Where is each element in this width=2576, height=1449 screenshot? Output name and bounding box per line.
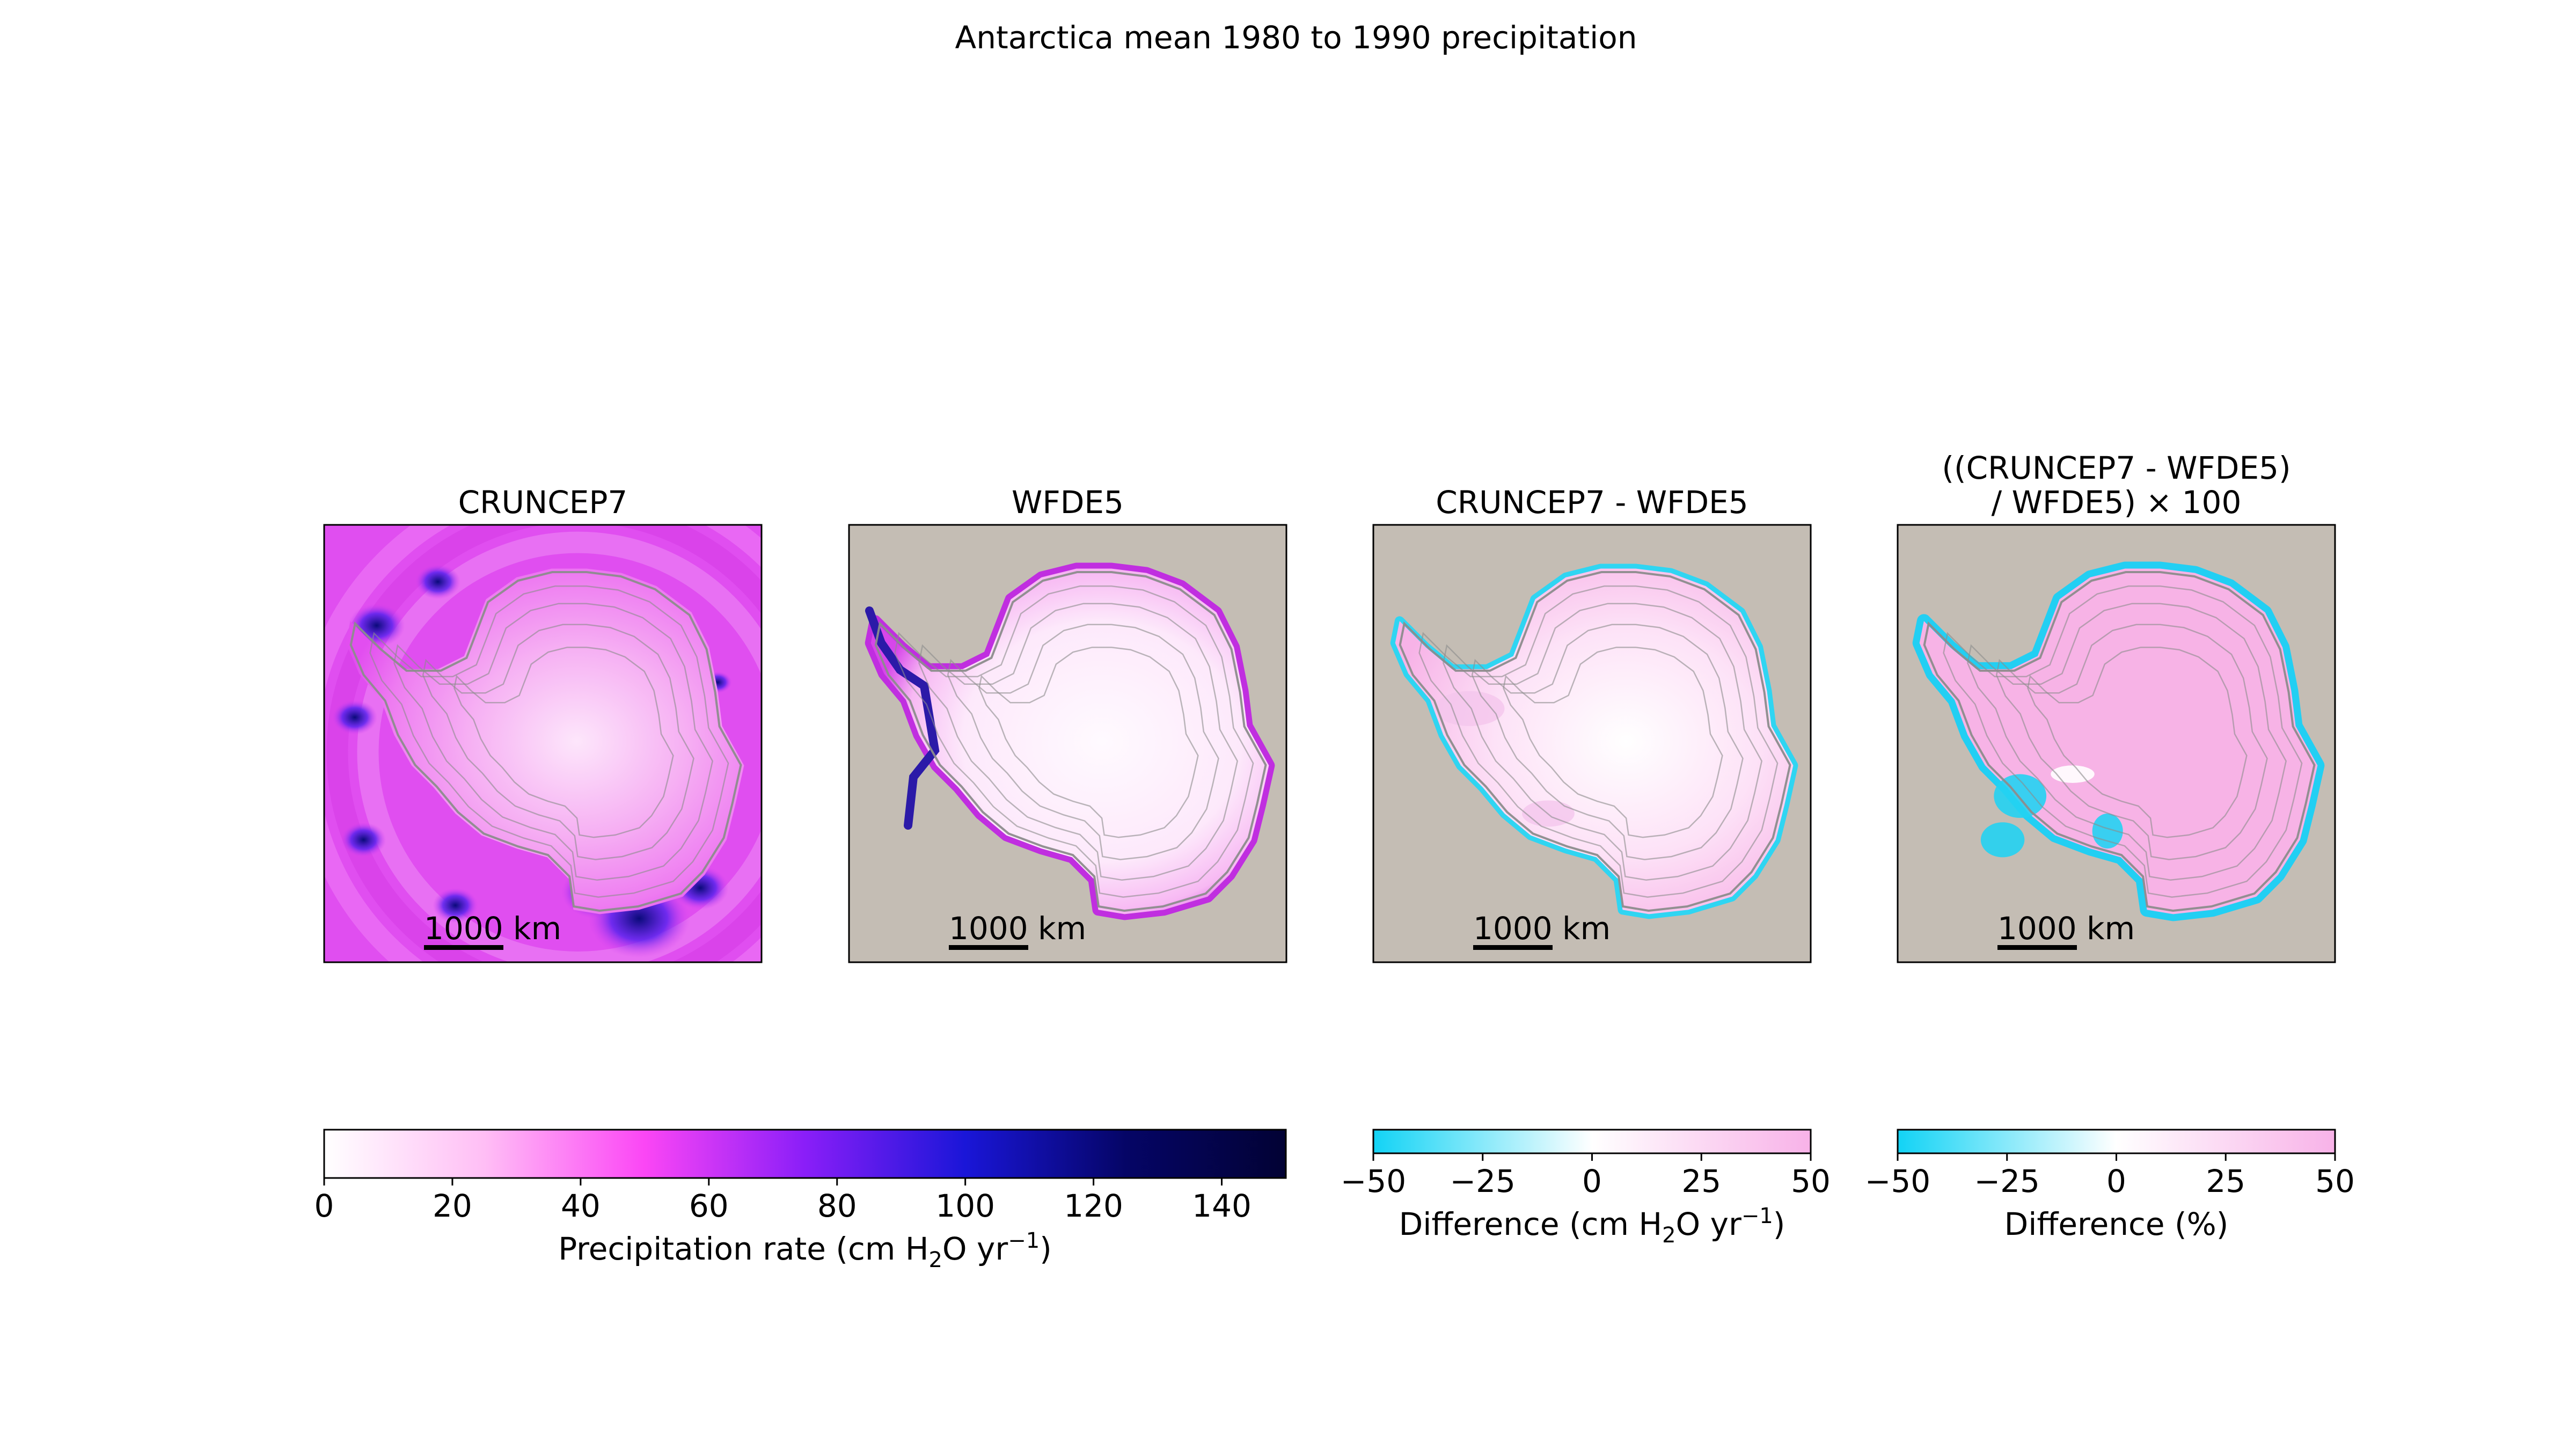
negative-difference-patch [2092,813,2123,849]
map-panel-percent_difference: ((CRUNCEP7 - WFDE5)/ WFDE5) × 100 1000 km [1897,450,2336,963]
colorbar-tick-label: 140 [1192,1188,1252,1224]
scale-bar [424,945,503,950]
elevation-contour [894,585,1254,898]
elevation-contour [874,571,1267,912]
panel-frame [1372,524,1812,963]
elevation-contour [2027,646,2248,838]
colorbar-tick-label: 0 [314,1188,334,1224]
scale-bar-label: 1000 km [1473,910,1611,947]
precip-maximum [433,888,478,923]
elevation-contour [1995,624,2268,860]
colorbar-tick-label: 20 [433,1188,472,1224]
colorbar-tick-label: 80 [817,1188,857,1224]
elevation-contour [918,603,1239,881]
colorbar-gradient [1897,1129,2336,1154]
colorbar-diff_pct: −50 −25 0 25 50 Difference (%) [1865,1129,2355,1242]
colorbar-label: Difference (cm H2O yr−1) [1399,1204,1785,1248]
precip-maximum [340,822,386,858]
elevation-contour [453,646,674,838]
colorbar-tick-label: −50 [1341,1163,1406,1199]
elevation-contour [422,624,694,860]
colorbar-tick-label: 50 [2315,1163,2355,1199]
panel-title: CRUNCEP7 [458,484,628,521]
antarctica-field [1919,568,2318,914]
scale-bar-label: 1000 km [949,910,1086,947]
elevation-contour [1399,571,1791,912]
elevation-contour [1443,603,1763,881]
panel-title: CRUNCEP7 - WFDE5 [1436,484,1748,521]
elevation-contour [1943,585,2303,898]
panel-frame [1897,524,2336,963]
colorbar-precip: 0 20 40 60 80 100 120 140 Precipitation rate (cm… [314,1129,1287,1272]
elevation-contour [1967,603,2287,881]
peninsula-high-precip [865,606,940,830]
negative-difference-patch [1980,822,2025,858]
panel-title: / WFDE5) × 100 [1992,484,2242,521]
precip-maximum [415,564,461,599]
scale-bar [1473,945,1553,950]
precip-ring [326,525,762,962]
antarctica-field [870,568,1269,914]
elevation-contour [393,603,714,881]
colorbar-tick-label: −25 [1974,1163,2040,1199]
elevation-contour [1503,646,1723,838]
colorbar-gradient [1372,1129,1812,1154]
antarctica-field [1395,568,1794,914]
negative-difference-patch [1994,774,2047,818]
colorbar-tick-label: 25 [2206,1163,2245,1199]
scale-bar [1997,945,2077,950]
elevation-contour [1418,585,1779,898]
positive-difference-patch [1435,691,1505,726]
colorbar-tick-label: −50 [1865,1163,1930,1199]
precip-maximum [332,700,378,735]
elevation-contour [1923,571,2316,912]
colorbar-tick-label: 100 [935,1188,995,1224]
elevation-contour [947,624,1219,860]
elevation-contour [978,646,1199,838]
elevation-contour [1471,624,1744,860]
colorbar-tick-label: 25 [1681,1163,1721,1199]
colorbar-tick-label: 50 [1791,1163,1831,1199]
elevation-contour [349,571,742,912]
elevation-contour [369,585,729,898]
map-panel-difference: CRUNCEP7 - WFDE5 1000 km [1372,484,1812,963]
negative-difference-patch [2051,765,2095,783]
colorbar-gradient [323,1129,1287,1179]
colorbar-label: Difference (%) [2004,1206,2229,1242]
precip-ring [357,531,762,962]
colorbars: 0 20 40 60 80 100 120 140 Precipitation rate (cm… [314,1129,2355,1272]
map-panel-wfde5: WFDE5 1000 km [848,484,1287,963]
scale-bar-label: 1000 km [424,910,561,947]
panel-title: ((CRUNCEP7 - WFDE5) [1942,450,2290,486]
scale-bar-label: 1000 km [1997,910,2135,947]
panel-title: WFDE5 [1012,484,1124,521]
colorbar-label: Precipitation rate (cm H2O yr−1) [558,1228,1052,1272]
map-panel-cruncep7: CRUNCEP7 1000 km [323,484,763,963]
scale-bar [949,945,1028,950]
colorbar-tick-label: −25 [1450,1163,1516,1199]
panel-frame [848,524,1287,963]
figure-title: Antarctica mean 1980 to 1990 precipitati… [955,19,1637,56]
colorbar-tick-label: 60 [689,1188,729,1224]
colorbar-tick-label: 0 [2106,1163,2126,1199]
colorbar-tick-label: 40 [561,1188,601,1224]
panel-frame [323,524,763,963]
colorbar-tick-label: 0 [1582,1163,1602,1199]
colorbar-tick-label: 120 [1064,1188,1123,1224]
antarctica-precip-field [346,568,744,914]
